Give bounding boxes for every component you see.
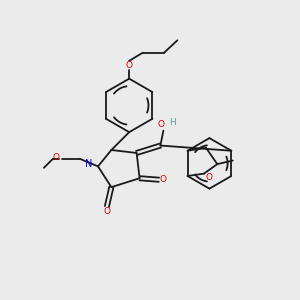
- Text: O: O: [160, 175, 167, 184]
- Text: H: H: [169, 118, 176, 127]
- Text: O: O: [158, 120, 164, 129]
- Text: O: O: [206, 173, 213, 182]
- Text: N: N: [85, 159, 93, 169]
- Text: O: O: [52, 153, 59, 162]
- Text: O: O: [126, 61, 133, 70]
- Text: O: O: [103, 207, 110, 216]
